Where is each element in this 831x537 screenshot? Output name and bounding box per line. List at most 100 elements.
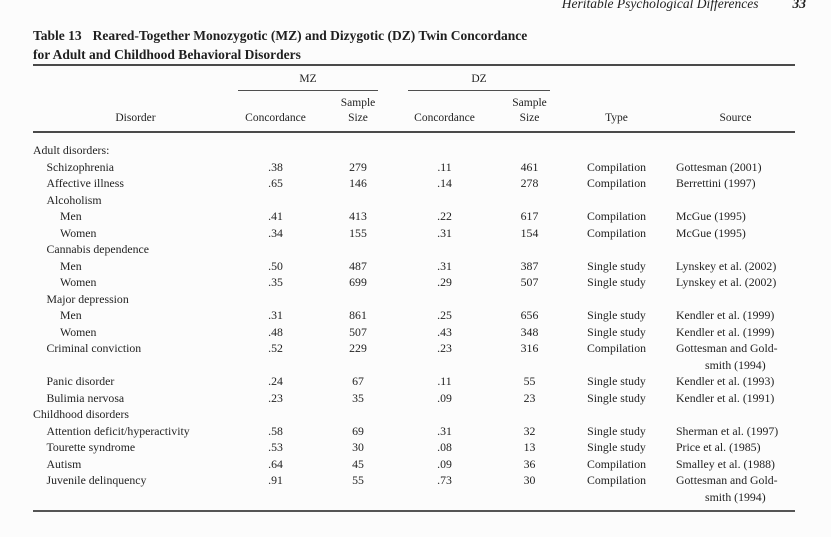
source-line1: Kendler et al. (1991) (676, 390, 775, 405)
type-cell: Single study (587, 275, 646, 289)
mz-sample-size-cell (313, 241, 403, 258)
mz-concordance-cell: .65 (268, 176, 283, 190)
disorder-cell: Tourette syndrome (46, 440, 136, 454)
disorder-cell: Women (60, 225, 97, 240)
mz-sample-size-cell: 69 (352, 423, 364, 438)
source-line1: McGue (1995) (676, 225, 746, 240)
table-title: Table 13 Reared-Together Monozygotic (MZ)… (33, 26, 795, 64)
mz-concordance-cell: .48 (268, 324, 283, 339)
dz-sample-size-cell: 507 (520, 275, 539, 289)
source-cell (660, 132, 795, 159)
dz-sample-size-cell: 32 (523, 423, 536, 438)
mz-concordance-cell: .41 (268, 209, 283, 223)
mz-sample-size-cell (313, 192, 403, 209)
type-cell: Single study (587, 390, 646, 405)
header-dz-sample-size: Sample Size (512, 97, 547, 124)
source-cell: Price et al. (1985) (660, 439, 795, 456)
dz-concordance-cell: .22 (437, 209, 452, 223)
type-cell (573, 291, 660, 308)
disorder-cell: Childhood disorders (33, 407, 130, 421)
source-line2: smith (1994) (705, 489, 766, 504)
dz-concordance-cell: .31 (437, 258, 452, 273)
page-number: 33 (792, 0, 807, 11)
type-cell: Single study (587, 258, 646, 273)
source-line1: Sherman et al. (1997) (676, 423, 779, 438)
table-row: Major depression (33, 291, 795, 308)
mz-sample-size-cell: 55 (352, 473, 364, 487)
mz-sample-size-cell: 507 (349, 324, 367, 339)
type-cell: Single study (587, 308, 646, 322)
source-line1: Gottesman and Gold- (676, 473, 778, 487)
dz-concordance-cell: .29 (437, 275, 452, 289)
mz-sample-size-cell: 30 (352, 440, 364, 454)
mz-concordance-cell: .34 (268, 225, 283, 240)
type-cell: Single study (587, 440, 646, 454)
source-cell: Kendler et al. (1999) (660, 307, 795, 324)
source-line1: Kendler et al. (1993) (676, 374, 775, 388)
dz-concordance-cell: .08 (437, 440, 452, 454)
source-line1: Kendler et al. (1999) (676, 324, 775, 339)
header-mz-sample-size: Sample Size (340, 97, 376, 124)
source-cell: Gottesman (2001) (660, 159, 795, 176)
spanner-row: MZ DZ (33, 65, 795, 91)
header-disorder: Disorder (115, 112, 156, 124)
type-cell (573, 241, 660, 258)
table-row: Affective illness .65 146 .14 278 Compil… (33, 175, 795, 192)
disorder-cell: Panic disorder (46, 374, 115, 388)
disorder-cell: Bulimia nervosa (46, 390, 125, 405)
table-row: Childhood disorders (33, 406, 795, 423)
header-type: Type (605, 112, 628, 124)
source-cell: Gottesman and Gold- smith (1994) (660, 472, 795, 511)
source-cell: Gottesman and Gold- smith (1994) (660, 340, 795, 373)
disorder-cell: Women (60, 324, 97, 339)
dz-concordance-cell: .25 (437, 308, 452, 322)
header-dz-concordance: Concordance (414, 112, 475, 124)
mz-sample-size-cell: 699 (349, 275, 367, 289)
dz-sample-size-cell: 461 (520, 159, 539, 174)
type-cell: Compilation (587, 225, 646, 240)
type-cell: Compilation (587, 176, 646, 190)
disorder-cell: Adult disorders: (33, 143, 110, 157)
source-line1: Kendler et al. (1999) (676, 308, 775, 322)
dz-concordance-cell: .31 (437, 423, 452, 438)
table-row: Attention deficit/hyperactivity .58 69 .… (33, 423, 795, 440)
type-cell: Compilation (587, 473, 646, 487)
dz-sample-size-cell: 36 (523, 456, 536, 471)
type-cell: Single study (587, 374, 646, 388)
dz-sample-size-cell: 348 (520, 324, 539, 339)
dz-concordance-cell: .11 (437, 159, 452, 174)
mz-concordance-cell: .58 (268, 423, 283, 438)
dz-concordance-cell (403, 241, 486, 258)
disorder-cell: Criminal conviction (46, 341, 142, 355)
source-cell: Kendler et al. (1999) (660, 324, 795, 341)
type-cell: Compilation (587, 341, 646, 355)
dz-sample-size-cell (486, 406, 573, 423)
table-row: Bulimia nervosa .23 35 .09 23 Single stu… (33, 390, 795, 407)
table-row: Autism .64 45 .09 36 Compilation Smalley… (33, 456, 795, 473)
source-line1: Lynskey et al. (2002) (676, 275, 777, 289)
table-row: Women .35 699 .29 507 Single study Lynsk… (33, 274, 795, 291)
dz-sample-size-cell (486, 241, 573, 258)
dz-concordance-cell: .23 (437, 341, 452, 355)
source-cell: Berrettini (1997) (660, 175, 795, 192)
dz-concordance-cell: .43 (437, 324, 452, 339)
mz-concordance-cell: .31 (268, 308, 283, 322)
source-cell: Sherman et al. (1997) (660, 423, 795, 440)
mz-concordance-cell: .91 (268, 473, 283, 487)
table-label: Table 13 (33, 28, 82, 43)
type-cell (573, 406, 660, 423)
mz-sample-size-cell: 413 (349, 209, 367, 223)
mz-concordance-cell: .64 (268, 456, 283, 471)
running-head-title: Heritable Psychological Differences (561, 0, 759, 11)
mz-concordance-cell (238, 241, 313, 258)
mz-concordance-cell: .24 (268, 374, 283, 388)
source-line1: Price et al. (1985) (676, 440, 761, 454)
header-source: Source (719, 112, 752, 124)
dz-concordance-cell: .73 (437, 473, 452, 487)
table-row: Panic disorder .24 67 .11 55 Single stud… (33, 373, 795, 390)
type-cell: Compilation (587, 159, 646, 174)
mz-sample-size-cell (313, 132, 403, 159)
table-row: Juvenile delinquency .91 55 .73 30 Compi… (33, 472, 795, 511)
mz-sample-size-cell: 45 (352, 456, 364, 471)
table-row: Men .41 413 .22 617 Compilation McGue (1… (33, 208, 795, 225)
